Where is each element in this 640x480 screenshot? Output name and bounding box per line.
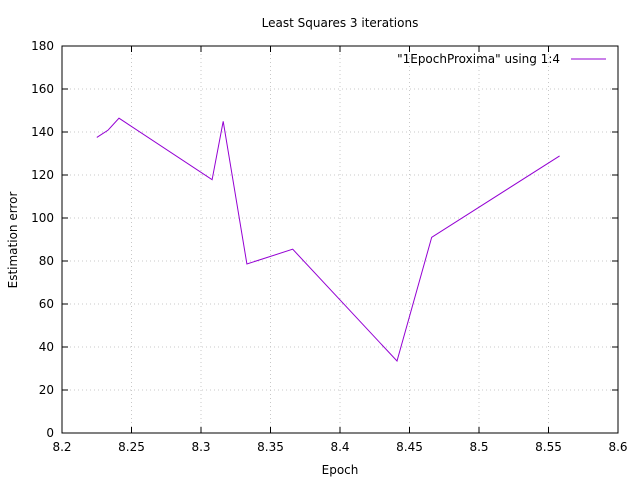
y-tick-label: 80	[39, 254, 54, 268]
y-tick-label: 40	[39, 340, 54, 354]
x-tick-label: 8.6	[608, 440, 627, 454]
series-line	[96, 117, 560, 362]
y-tick-label: 140	[31, 125, 54, 139]
y-axis-label: Estimation error	[6, 192, 20, 289]
x-tick-label: 8.3	[191, 440, 210, 454]
series-layer	[96, 117, 560, 362]
legend-label: "1EpochProxima" using 1:4	[397, 52, 560, 66]
x-tick-label: 8.4	[330, 440, 349, 454]
x-tick-label: 8.25	[118, 440, 145, 454]
grid	[62, 46, 618, 433]
x-tick-label: 8.35	[257, 440, 284, 454]
x-tick-label: 8.55	[535, 440, 562, 454]
y-tick-label: 20	[39, 383, 54, 397]
y-tick-label: 100	[31, 211, 54, 225]
legend: "1EpochProxima" using 1:4	[397, 52, 606, 66]
y-tick-label: 180	[31, 39, 54, 53]
x-tick-label: 8.5	[469, 440, 488, 454]
x-tick-label: 8.45	[396, 440, 423, 454]
chart-title: Least Squares 3 iterations	[262, 16, 419, 30]
y-tick-label: 0	[46, 426, 54, 440]
x-tick-label: 8.2	[52, 440, 71, 454]
x-axis-label: Epoch	[322, 463, 359, 477]
axis-ticks: 8.2 8.25 8.3 8.35 8.4 8.45 8.5 8.55 8.6 0 20 40 60 80…	[31, 39, 627, 454]
y-tick-label: 60	[39, 297, 54, 311]
y-tick-label: 120	[31, 168, 54, 182]
y-tick-label: 160	[31, 82, 54, 96]
